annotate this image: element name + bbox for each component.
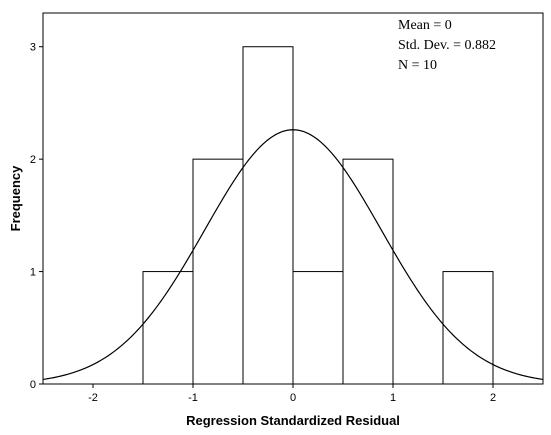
histogram-bar: [142, 271, 194, 385]
x-tick-label: -1: [188, 392, 198, 404]
y-tick-label: 0: [30, 379, 36, 391]
stat-n: N = 10: [398, 58, 437, 73]
stat-std-dev: Std. Dev. = 0.882: [398, 38, 496, 53]
x-tick-label: 2: [490, 392, 496, 404]
x-axis-ticks: -2 -1 0 1 2: [88, 384, 496, 404]
x-tick-label: -2: [88, 392, 98, 404]
x-axis-title: Regression Standardized Residual: [186, 413, 400, 428]
histogram-bar: [292, 271, 344, 385]
histogram-bars: [142, 46, 494, 385]
normal-curve: [42, 129, 544, 381]
x-tick-label: 0: [290, 392, 296, 404]
y-axis-title: Frequency: [8, 165, 23, 232]
y-tick-label: 3: [30, 42, 36, 54]
x-tick-label: 1: [390, 392, 396, 404]
histogram-bar: [342, 158, 394, 385]
y-tick-label: 1: [30, 267, 36, 279]
histogram-bar: [242, 46, 294, 385]
y-tick-label: 2: [30, 154, 36, 166]
histogram-bar: [192, 158, 244, 385]
histogram-bar: [442, 271, 494, 385]
stats-box: Mean = 0 Std. Dev. = 0.882 N = 10: [398, 18, 496, 73]
stat-mean: Mean = 0: [398, 18, 452, 33]
y-axis-ticks: 0 1 2 3: [30, 42, 43, 391]
